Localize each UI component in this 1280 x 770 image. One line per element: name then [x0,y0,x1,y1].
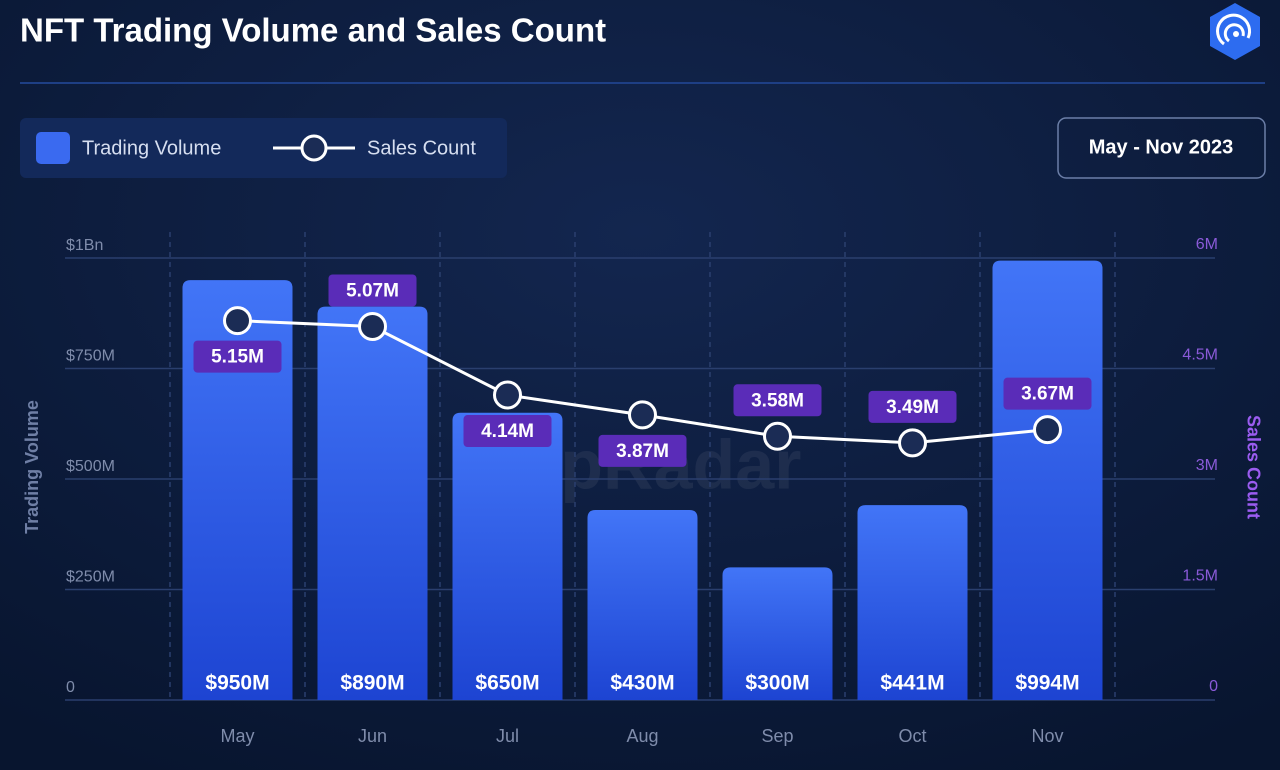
y2-tick-label: 3M [1196,457,1218,474]
y-tick-label: 0 [66,679,75,696]
line-value-label: 3.58M [751,390,804,411]
line-value-label: 3.67M [1021,384,1074,405]
bar-value-label: $430M [610,672,674,695]
legend-label: Trading Volume [82,137,221,159]
value-label-box [328,274,417,307]
value-label-box [733,384,822,417]
x-tick-label: Nov [1031,726,1063,746]
y2-tick-label: 6M [1196,236,1218,253]
value-label-box [193,340,282,373]
y-tick-label: $500M [66,458,115,475]
x-tick-label: Jun [358,726,387,746]
line-value-label: 3.49M [886,397,939,418]
y2-tick-label: 0 [1209,678,1218,695]
x-tick-label: May [220,726,254,746]
y-tick-label: $250M [66,569,115,586]
line-point [1033,415,1062,445]
y-axis-title: Trading Volume [22,400,42,534]
y-tick-label: $1Bn [66,237,103,254]
bar [452,412,563,700]
bar [587,509,698,700]
legend-swatch-bar [36,132,70,164]
y-tick-label: $750M [66,348,115,365]
bar-value-label: $890M [340,672,404,695]
bar-value-label: $441M [880,672,944,695]
bar [317,306,428,700]
x-tick-label: Sep [761,726,793,746]
bar-value-label: $994M [1015,672,1079,695]
line-point [628,400,657,430]
bar [722,567,833,700]
value-label-box [868,390,957,423]
bar-value-label: $950M [205,672,269,695]
line-value-label: 5.07M [346,281,399,302]
line-point [493,380,522,410]
bar-value-label: $650M [475,672,539,695]
value-label-box [463,415,552,448]
bar [857,505,968,700]
value-label-box [1003,377,1092,410]
line-value-label: 4.14M [481,421,534,442]
legend-swatch-marker [300,134,328,162]
y2-tick-label: 1.5M [1182,568,1218,585]
x-tick-label: Jul [496,726,519,746]
bar-value-label: $300M [745,672,809,695]
chart-title: NFT Trading Volume and Sales Count [20,12,606,49]
y2-axis-title: Sales Count [1243,415,1263,519]
bar [182,280,293,700]
date-range-box [1057,117,1266,179]
x-tick-label: Aug [626,726,658,746]
y2-tick-label: 4.5M [1182,347,1218,364]
legend [20,118,507,178]
value-label-box [598,434,687,467]
logo [1210,3,1260,60]
line-value-label: 5.15M [211,347,264,368]
line-point [898,428,927,458]
x-tick-label: Oct [898,726,926,746]
line-point [763,421,792,451]
legend-label: Sales Count [367,137,476,159]
bar [992,260,1103,700]
line-point [223,306,252,336]
date-range: May - Nov 2023 [1089,136,1234,158]
line-point [358,312,387,342]
line-value-label: 3.87M [616,441,669,462]
